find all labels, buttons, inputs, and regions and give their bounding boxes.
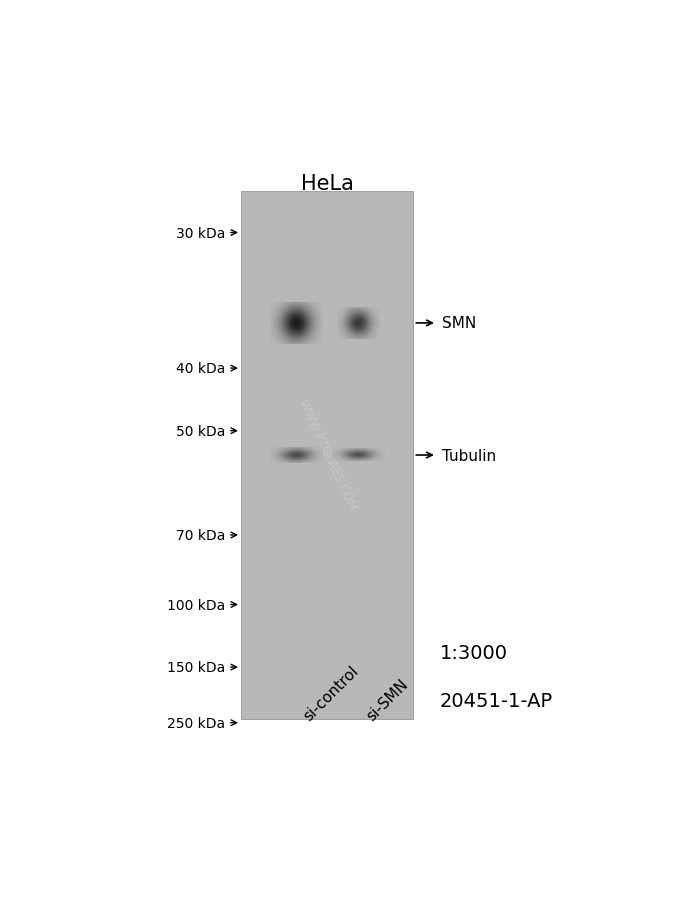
Text: 70 kDa: 70 kDa — [176, 529, 225, 542]
Text: WWW.PTGLAES.COM: WWW.PTGLAES.COM — [296, 398, 359, 513]
Text: 50 kDa: 50 kDa — [176, 424, 225, 438]
Text: 30 kDa: 30 kDa — [176, 226, 225, 240]
Text: SMN: SMN — [442, 316, 477, 331]
Bar — [241, 191, 413, 720]
Text: 150 kDa: 150 kDa — [167, 660, 225, 675]
Text: 250 kDa: 250 kDa — [167, 716, 225, 730]
Text: si-control: si-control — [301, 662, 362, 723]
Text: 40 kDa: 40 kDa — [176, 362, 225, 376]
Text: HeLa: HeLa — [301, 174, 354, 194]
Text: 1:3000: 1:3000 — [439, 643, 508, 662]
Text: 100 kDa: 100 kDa — [167, 598, 225, 612]
Text: 20451-1-AP: 20451-1-AP — [439, 692, 553, 711]
Text: Tubulin: Tubulin — [442, 448, 496, 463]
Text: si-SMN: si-SMN — [364, 676, 411, 723]
